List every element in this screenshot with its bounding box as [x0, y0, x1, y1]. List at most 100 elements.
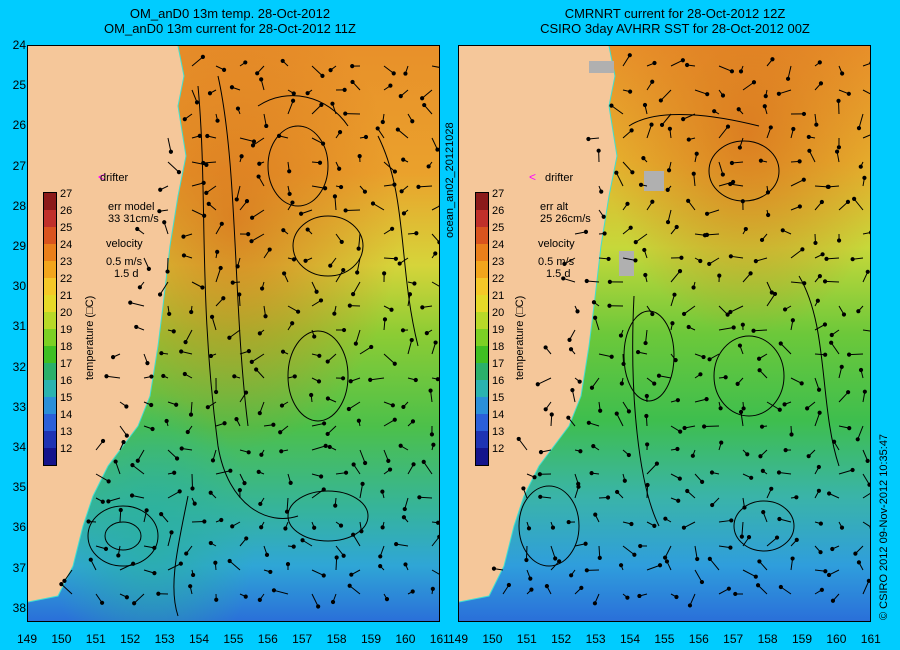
current-arrow — [355, 329, 361, 344]
current-arrow-head — [770, 57, 775, 62]
current-arrow-head — [686, 198, 691, 203]
current-arrow-head — [761, 510, 766, 515]
current-arrow-head — [615, 489, 620, 495]
current-arrow-head — [749, 475, 754, 480]
current-arrow — [646, 463, 658, 475]
current-arrow-head — [410, 419, 416, 424]
current-arrow-head — [758, 454, 763, 459]
current-arrow-head — [280, 58, 285, 64]
current-arrow-head — [159, 511, 164, 517]
current-arrow-head — [323, 443, 328, 449]
colorbar-tick: 12 — [492, 443, 505, 455]
current-arrow-head — [257, 331, 262, 336]
current-arrow — [661, 113, 672, 126]
current-arrow-head — [626, 409, 632, 414]
current-arrow-head — [99, 600, 105, 605]
current-arrow-head — [276, 133, 282, 138]
current-arrow-head — [341, 327, 347, 333]
current-arrow — [372, 203, 385, 211]
current-arrow-head — [818, 81, 824, 86]
current-arrow-head — [645, 442, 650, 447]
left-title-line1: OM_anD0 13m temp. 28-Oct-2012 — [129, 6, 331, 21]
current-arrow-head — [271, 588, 277, 593]
current-arrow — [203, 161, 217, 164]
current-arrow-head — [710, 502, 715, 508]
current-arrow-head — [380, 489, 385, 494]
current-arrow-head — [403, 71, 408, 76]
colorbar-segment — [44, 363, 56, 380]
current-arrow-head — [643, 272, 648, 278]
current-arrow-head — [676, 498, 681, 503]
current-arrow — [185, 329, 193, 343]
y-tick-label: 35 — [12, 480, 26, 495]
current-arrow-head — [341, 267, 346, 273]
current-arrow-head — [323, 186, 328, 191]
colorbar-tick: 13 — [492, 426, 505, 438]
y-tick-label: 31 — [12, 319, 26, 334]
current-arrow — [167, 532, 173, 547]
current-arrow-head — [256, 469, 261, 474]
current-arrow-head — [839, 525, 845, 530]
current-arrow-head — [532, 475, 537, 480]
current-arrow-head — [325, 396, 331, 401]
current-arrow-head — [652, 381, 657, 386]
current-arrow-head — [591, 300, 597, 305]
current-arrow — [646, 564, 661, 571]
current-arrow — [130, 302, 145, 307]
current-arrow-head — [867, 482, 870, 487]
y-tick-label: 37 — [12, 560, 26, 575]
x-tick-label: 157 — [723, 632, 744, 646]
drifter-label-right: drifter — [545, 172, 574, 184]
current-arrow-head — [392, 417, 397, 422]
current-arrow-head — [165, 269, 170, 274]
current-arrow-head — [316, 604, 321, 609]
current-arrow-head — [401, 211, 407, 216]
current-arrow-head — [524, 557, 529, 563]
current-arrow-head — [625, 595, 630, 600]
current-arrow — [311, 104, 322, 115]
current-arrow — [370, 377, 385, 381]
current-arrow-head — [380, 119, 385, 125]
current-arrow — [862, 89, 870, 95]
current-arrow — [790, 281, 805, 284]
current-arrow-head — [287, 169, 292, 174]
current-arrow-head — [698, 372, 703, 377]
current-arrow — [862, 492, 870, 499]
current-arrow-head — [769, 486, 774, 491]
current-arrow-head — [777, 516, 782, 522]
current-arrow-head — [59, 582, 64, 587]
current-arrow — [397, 129, 409, 139]
colorbar-tick: 18 — [60, 341, 73, 353]
current-arrow-head — [346, 406, 351, 412]
current-arrow-head — [430, 586, 435, 591]
current-arrow-head — [852, 196, 857, 201]
current-arrow-head — [583, 229, 589, 234]
current-arrow-head — [134, 324, 139, 330]
current-arrow-head — [762, 104, 767, 109]
current-arrow-head — [182, 117, 187, 122]
current-arrow-head — [782, 402, 787, 407]
current-arrow-head — [314, 289, 319, 294]
current-arrow — [790, 248, 803, 259]
current-arrow — [359, 483, 364, 499]
current-arrow-head — [279, 449, 284, 454]
current-arrow-head — [681, 525, 687, 530]
current-arrow-head — [699, 579, 705, 585]
current-arrow-head — [106, 479, 111, 484]
current-arrow-head — [774, 535, 780, 540]
current-arrow-head — [348, 379, 353, 384]
x-tick-label: 156 — [257, 632, 278, 646]
current-arrow-head — [403, 562, 408, 567]
current-arrow-head — [431, 442, 436, 447]
y-tick-label: 32 — [12, 359, 26, 374]
current-arrow-head — [124, 595, 129, 600]
x-tick-label: 156 — [688, 632, 709, 646]
current-arrow-head — [184, 551, 189, 556]
left-map-svg: < — [28, 46, 439, 621]
current-arrow-head — [629, 128, 634, 133]
current-arrow-head — [176, 169, 182, 175]
current-arrow-head — [292, 374, 297, 379]
current-arrow — [814, 185, 828, 188]
colorbar-tick: 14 — [60, 409, 73, 421]
colorbar-tick: 14 — [492, 409, 505, 421]
